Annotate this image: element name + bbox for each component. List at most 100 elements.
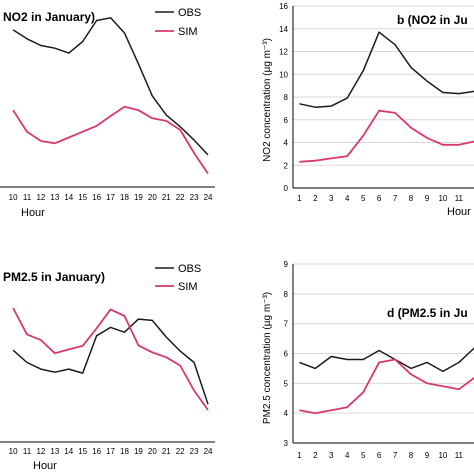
panel-c-x-axis-label: Hour [33,460,57,472]
panel-b-y-tick-label: 6 [284,116,289,125]
panel-c-x-tick-label: 22 [176,447,185,456]
panel-d-title: d (PM2.5 in Ju [387,306,468,320]
panel-a-legend-obs-label: OBS [178,7,201,19]
panel-d-y-tick-label: 4 [284,409,289,418]
panel-d-sim-series-line [299,358,474,415]
panel-a-x-tick-label: 15 [78,193,87,202]
panel-a-x-tick-label: 20 [148,193,157,202]
panel-b-y-tick-label: 4 [284,139,289,148]
panel-c-x-tick-label: 17 [106,447,115,456]
panel-a-x-axis-label: Hour [21,207,45,219]
panel-b-y-tick-label: 0 [284,184,289,193]
panel-c-legend: OBS SIM [155,263,201,293]
panel-b-obs-series-line [299,31,474,108]
panel-b-x-tick-label: 11 [455,194,464,203]
panel-d-x-tick-label: 9 [425,451,430,460]
panel-d-x-tick-label: 8 [409,451,414,460]
panel-b-x-tick-label: 8 [409,194,414,203]
panel-b-x-tick-label: 1 [297,194,302,203]
panel-d-x-tick-label: 4 [345,451,350,460]
panel-c-x-tick-label: 18 [120,447,129,456]
panel-b-y-tick-label: 14 [279,25,288,34]
panel-c-x-tick-label: 13 [50,447,59,456]
panel-a-sim-series-line [12,105,209,175]
panel-c-obs-series-line [12,318,209,405]
panel-d-x-tick-label: 3 [329,451,334,460]
panel-a-x-tick-label: 10 [9,193,18,202]
panel-a-x-tick-label: 11 [23,193,32,202]
panel-a-x-tick-label: 22 [176,193,185,202]
panel-c-x-tick-label: 10 [9,447,18,456]
panel-c-x-tick-label: 21 [162,447,171,456]
panel-b-y-tick-label: 8 [284,93,289,102]
panel-a-x-tick-label: 17 [106,193,115,202]
panel-c-x-tick-label: 19 [134,447,143,456]
panel-c-title: PM2.5 in January) [3,270,105,284]
panel-d-x-tick-label: 7 [393,451,398,460]
panel-b-sim-series-line [299,109,474,163]
panel-a-x-tick-label: 12 [36,193,45,202]
panel-c-sim-series-line [12,307,209,411]
panel-a-x-tick-label: 19 [134,193,143,202]
panel-c-legend-sim-label: SIM [178,281,198,293]
panel-a-obs-series-line [12,17,209,156]
panel-a-x-tick-label: 13 [50,193,59,202]
panel-a-x-tick-label: 18 [120,193,129,202]
panel-a-x-tick-label: 23 [190,193,199,202]
panel-c-plot-area: 10 11 12 13 14 15 16 17 18 19 20 21 22 23 24 [0,307,215,456]
panel-b-y-tick-label: 12 [279,48,288,57]
panel-d-x-tick-label: 10 [438,451,447,460]
panel-c-x-tick-label: 14 [64,447,73,456]
panel-d-y-tick-label: 9 [284,260,289,269]
panel-d-x-tick-label: 6 [377,451,382,460]
panel-c-pm25-january: 10 11 12 13 14 15 16 17 18 19 20 21 22 23 24 PM2.5 in … [0,263,215,472]
panel-d-x-tick-label: 11 [455,451,464,460]
panel-d-x-tick-label: 5 [361,451,366,460]
panel-d-y-axis-label: PM2.5 concentration (µg m⁻³) [262,292,273,424]
panel-b-x-tick-label: 5 [361,194,366,203]
panel-c-x-tick-label: 20 [148,447,157,456]
panel-a-x-tick-label: 24 [204,193,213,202]
panel-c-x-tick-label: 11 [23,447,32,456]
panel-d-y-tick-label: 3 [284,439,289,448]
panel-a-legend: OBS SIM [155,7,201,38]
panel-a-no2-january: 10 11 12 13 14 15 16 17 18 19 20 21 22 23 24 NO2 in Ja… [0,7,215,219]
panel-b-x-tick-label: 10 [438,194,447,203]
panel-b-x-tick-label: 9 [425,194,430,203]
panel-c-legend-obs-label: OBS [178,263,201,275]
panel-d-x-tick-label: 2 [313,451,318,460]
panel-d-pm25-july: 3 4 5 6 7 8 9 1 2 3 4 5 6 7 8 9 10 11 d (PM2.5 in Ju PM2.… [262,260,474,460]
panel-b-y-tick-label: 16 [279,2,288,11]
panel-b-x-axis-label: Hour [447,206,471,218]
panel-a-title: NO2 in January) [3,10,95,24]
panel-c-x-tick-label: 12 [36,447,45,456]
panel-d-y-tick-label: 8 [284,290,289,299]
panel-b-x-tick-label: 6 [377,194,382,203]
panel-a-x-tick-label: 21 [162,193,171,202]
panel-c-x-tick-label: 16 [92,447,101,456]
panel-d-x-tick-label: 1 [297,451,302,460]
panel-c-x-tick-label: 15 [78,447,87,456]
panel-d-y-tick-label: 7 [284,320,289,329]
panel-a-plot-area: 10 11 12 13 14 15 16 17 18 19 20 21 22 23 24 [0,17,215,202]
panel-a-x-tick-label: 16 [92,193,101,202]
panel-b-title: b (NO2 in Ju [397,13,468,27]
panel-b-x-tick-label: 3 [329,194,334,203]
panel-d-y-tick-label: 6 [284,350,289,359]
panel-b-y-axis-label: NO2 concentration (µg m⁻³) [262,38,273,162]
panel-c-x-tick-label: 24 [204,447,213,456]
panel-b-x-tick-label: 2 [313,194,318,203]
panel-c-x-tick-label: 23 [190,447,199,456]
panel-d-obs-series-line [299,347,474,373]
panel-b-x-tick-label: 7 [393,194,398,203]
panel-d-y-tick-label: 5 [284,379,289,388]
panel-a-legend-sim-label: SIM [178,26,198,38]
panel-d-plot-area: 3 4 5 6 7 8 9 1 2 3 4 5 6 7 8 9 10 11 [284,260,474,460]
panel-b-y-tick-label: 10 [279,70,288,79]
panel-b-y-tick-label: 2 [284,161,289,170]
panel-a-x-tick-label: 14 [64,193,73,202]
